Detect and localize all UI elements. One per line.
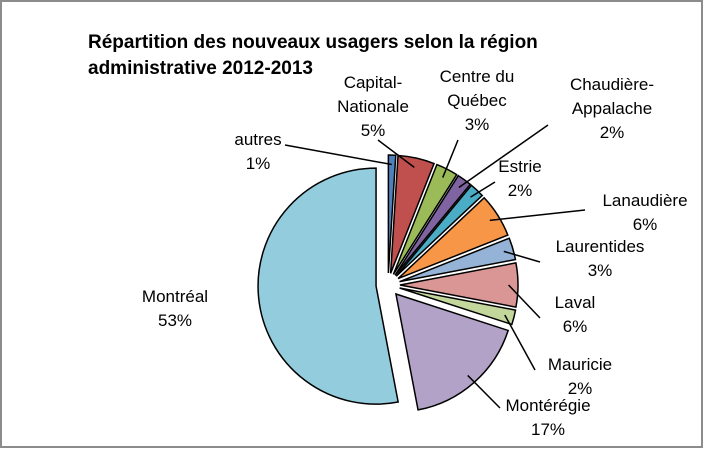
leader-line <box>503 250 541 263</box>
slice-label: Capital-Nationale <box>337 73 409 116</box>
leader-line <box>377 139 415 168</box>
pie-slice <box>399 237 517 283</box>
pie-slice <box>397 196 509 280</box>
leader-line <box>508 284 541 319</box>
leader-line <box>442 139 459 178</box>
slice-label: Centre du Québec <box>440 67 515 110</box>
value-label: 2% <box>600 123 625 142</box>
value-label: 5% <box>361 121 386 140</box>
value-label: 2% <box>508 181 533 200</box>
pie-slice <box>392 163 458 275</box>
slice-label: Montérégie <box>505 396 590 415</box>
leader-line <box>458 124 549 189</box>
slice-label: Laval <box>555 293 596 312</box>
pie-slice <box>257 167 400 405</box>
value-label: 6% <box>633 215 658 234</box>
value-label: 6% <box>563 317 588 336</box>
slice-label: Chaudière-Appalache <box>570 75 654 118</box>
value-label: 3% <box>465 115 490 134</box>
slice-label: Montréal <box>142 287 208 306</box>
leader-line <box>489 209 586 222</box>
chart-title: Répartition des nouveaux usagers selon l… <box>88 32 538 79</box>
leader-line <box>467 374 501 409</box>
value-label: 17% <box>531 420 565 439</box>
leader-line <box>470 181 496 198</box>
slice-label: Mauricie <box>548 355 612 374</box>
value-label: 53% <box>158 311 192 330</box>
pie-slice <box>399 287 517 326</box>
pie-slice <box>395 184 484 277</box>
leader-line <box>284 144 392 166</box>
value-label: 1% <box>246 154 271 173</box>
pie-slice <box>394 174 472 276</box>
slice-label: Estrie <box>498 157 541 176</box>
value-label: 3% <box>588 261 613 280</box>
slice-label: autres <box>234 130 281 149</box>
pie-slice <box>399 262 519 308</box>
leader-line <box>504 314 536 371</box>
pie-slice <box>387 154 397 274</box>
slice-label: Lanaudière <box>602 191 687 210</box>
slice-label: Laurentides <box>556 237 645 256</box>
value-label: 2% <box>568 379 593 398</box>
